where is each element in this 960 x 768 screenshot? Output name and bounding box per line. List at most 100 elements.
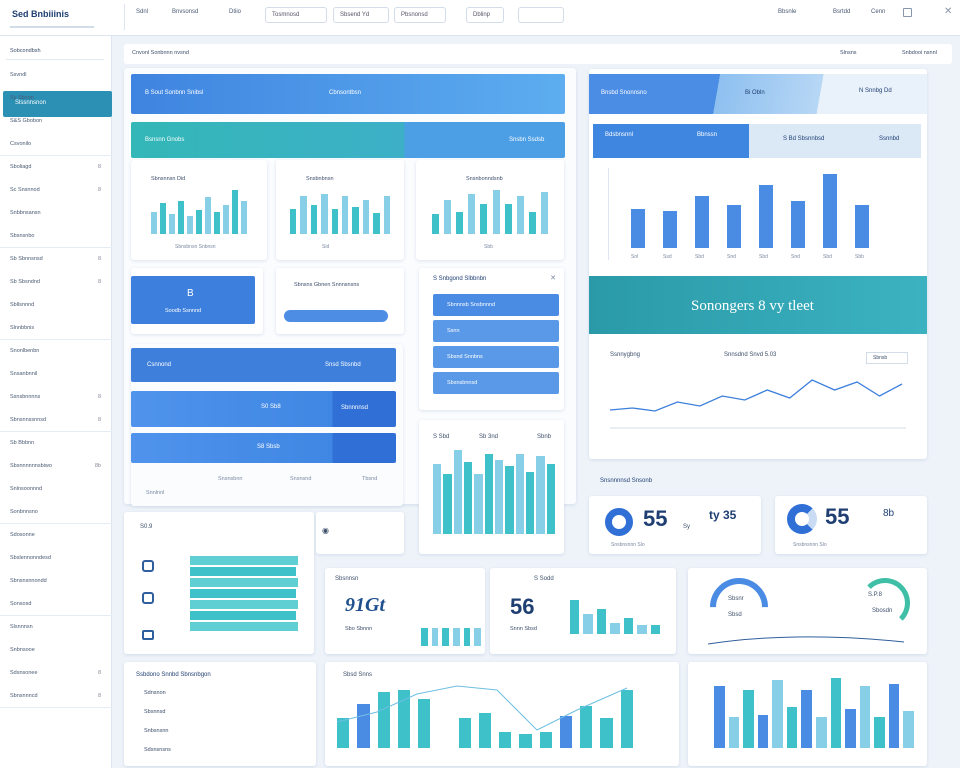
sidebar-item[interactable]: Snbnsooe xyxy=(10,647,35,653)
top-field-1[interactable]: Tosmnosd xyxy=(265,7,327,23)
table-row[interactable]: Sdnsnon xyxy=(144,690,166,696)
top-field-4[interactable]: Dblinp xyxy=(466,7,504,23)
bar xyxy=(337,717,350,748)
sidebar-item[interactable]: Slsnnnsn xyxy=(10,624,33,630)
top-field-2[interactable]: Sbsend Yd xyxy=(333,7,389,23)
hbar xyxy=(190,600,298,609)
sidebar-item[interactable]: Sy Sboon xyxy=(10,95,34,101)
toolbar-right-a[interactable]: Slnsns xyxy=(840,50,857,56)
bar xyxy=(223,205,229,234)
close-icon[interactable]: ✕ xyxy=(550,275,556,282)
table-row[interactable]: Sdsnsnsns xyxy=(144,747,171,753)
lower-card-1-big: 91Gt xyxy=(345,594,385,616)
chart-bar xyxy=(823,174,837,248)
list-row[interactable]: Ssnn xyxy=(433,320,559,342)
top-field-5[interactable] xyxy=(518,7,564,23)
pill-button[interactable] xyxy=(284,310,388,322)
table-row[interactable]: Sbsnnsd xyxy=(144,709,166,715)
sidebar-item[interactable]: Sbllsnnnd xyxy=(10,302,35,308)
row-bar-2[interactable]: S0 Sb8 Sbnnnnsd xyxy=(131,391,396,427)
sidebar-item[interactable]: Csvonilo xyxy=(10,141,32,147)
table-row[interactable]: Snbsnsnn xyxy=(144,728,169,734)
sidebar-item-count: 8 xyxy=(97,164,101,170)
bar xyxy=(178,201,184,234)
hbars-icon-2[interactable] xyxy=(142,592,154,604)
list-row[interactable]: Sbsnsbnnsd xyxy=(433,372,559,394)
sidebar-item-active[interactable]: Slssnnsnon xyxy=(3,91,112,117)
sidebar-item-active-label: Slssnnsnon xyxy=(15,100,47,106)
sidebar-item[interactable]: Sbnsnnncd xyxy=(10,693,38,699)
right-item-1[interactable]: Bbsnle xyxy=(778,9,797,15)
sidebar-item[interactable]: Snonlbenbn xyxy=(10,348,40,354)
sidebar-item[interactable]: Sb Sbnnsnsd xyxy=(10,256,43,262)
row-bar-1[interactable]: Csnnond Snsd Sbsnbd xyxy=(131,348,396,382)
combo-chart-head: Sbsd Snns xyxy=(343,672,373,678)
bar xyxy=(830,678,842,748)
tab-3[interactable]: Dtiio xyxy=(229,9,242,15)
sidebar-item[interactable]: Sonbnnsno xyxy=(10,509,38,515)
bar xyxy=(757,715,769,748)
sidebar-item[interactable]: Snsanbnnil xyxy=(10,371,38,377)
sidebar-item[interactable]: Sboliagd xyxy=(10,164,32,170)
kpi-1-value: 55 xyxy=(643,506,668,531)
sidebar-item[interactable]: Sb Bbbnn xyxy=(10,440,35,446)
sidebar-search[interactable]: Sobcondbsh xyxy=(6,44,104,60)
sidebar-item[interactable]: Snlnsoonnnd xyxy=(10,486,43,492)
sidebar-item[interactable]: Sbslennonndesd xyxy=(10,555,51,561)
sidebar-item[interactable]: Sdsnsonee xyxy=(10,670,38,676)
sidebar-item[interactable]: Sbnsnsnnondd xyxy=(10,578,47,584)
top-divider xyxy=(124,4,125,30)
toolbar-right-b[interactable]: Snbdooi nsnnl xyxy=(902,50,937,56)
window-close-icon[interactable]: ✕ xyxy=(944,6,953,17)
list-row[interactable]: Sbnnnsb Snsbnnnd xyxy=(433,294,559,316)
list-row-label: Sbsnsbnnsd xyxy=(447,380,478,386)
sidebar-item[interactable]: Sb Sbsndnd xyxy=(10,279,40,285)
banner-1-left: B Sout Sonbnn Snibsl xyxy=(145,90,204,96)
sidebar-item[interactable]: Sdosonne xyxy=(10,532,35,538)
sidebar-item[interactable]: Sbsnsnbo xyxy=(10,233,35,239)
row-bar-3[interactable]: S8 Sbsb xyxy=(131,433,396,463)
window-restore-icon[interactable] xyxy=(903,8,912,17)
sidebar-item[interactable]: Slnnbbnis xyxy=(10,325,35,331)
line-chart-legend-label: Sbnsb xyxy=(873,355,888,361)
line-chart xyxy=(609,379,906,429)
tab-2[interactable]: Bnvsonsd xyxy=(172,9,199,15)
chart-bar xyxy=(759,185,773,248)
kpi-tab-2-label: Bbnssn xyxy=(697,132,718,138)
gauge-2 xyxy=(860,578,910,628)
sidebar-item[interactable]: Sonsosd xyxy=(10,601,32,607)
number-tile[interactable]: B Soodb Ssnnnd xyxy=(131,276,255,324)
lower-card-1-dots xyxy=(421,628,481,646)
sidebar-item[interactable]: Ssnsbnnnns xyxy=(10,394,41,400)
sidebar-item[interactable]: Snbbnsansn xyxy=(10,210,41,216)
kpi-ring-1 xyxy=(605,508,633,536)
bar xyxy=(559,715,573,748)
sidebar-item[interactable]: Sc Snsnnod xyxy=(10,187,40,193)
line-chart-legend[interactable]: Sbnsb xyxy=(866,352,908,364)
bar xyxy=(331,209,338,234)
bar xyxy=(169,214,175,234)
kpi-tab-2[interactable]: S Bd Sbsnnbsd Ssnnbd xyxy=(749,124,921,158)
sidebar-item[interactable]: Sbnsnnssnnsd xyxy=(10,417,47,423)
hbars-icon-1[interactable] xyxy=(142,560,154,572)
chart-bar xyxy=(631,209,645,248)
kpi-tab-1[interactable]: Bdsbnsnnl Bbnssn xyxy=(593,124,749,158)
sidebar-divider xyxy=(0,707,112,708)
sidebar-item[interactable]: S&S Gbobon xyxy=(10,118,43,124)
bar xyxy=(377,692,390,748)
hbars-icon-3[interactable] xyxy=(142,630,154,640)
list-row[interactable]: Sbsnd Snnbns xyxy=(433,346,559,368)
breadcrumb[interactable]: Cnvonl Sonbnnn nvsnd xyxy=(132,50,189,56)
tab-1[interactable]: Sdnl xyxy=(136,9,149,15)
sidebar-item[interactable]: Ssvndl xyxy=(10,72,27,78)
gauge-1-label: Sbsnr xyxy=(728,596,744,602)
tall-bar-t3: Sbnb xyxy=(537,434,552,440)
top-field-3[interactable]: Pbsnonsd xyxy=(394,7,446,23)
mini-chart-3-title: Snsnbonndsnb xyxy=(466,176,503,182)
right-item-2[interactable]: Bsrtdd xyxy=(833,9,851,15)
hbar xyxy=(190,556,298,565)
bar xyxy=(499,731,512,748)
sidebar-item[interactable]: Sbsnnnnnnsbiwo xyxy=(10,463,52,469)
right-item-3[interactable]: Cenn xyxy=(871,9,886,15)
bar xyxy=(583,613,593,634)
